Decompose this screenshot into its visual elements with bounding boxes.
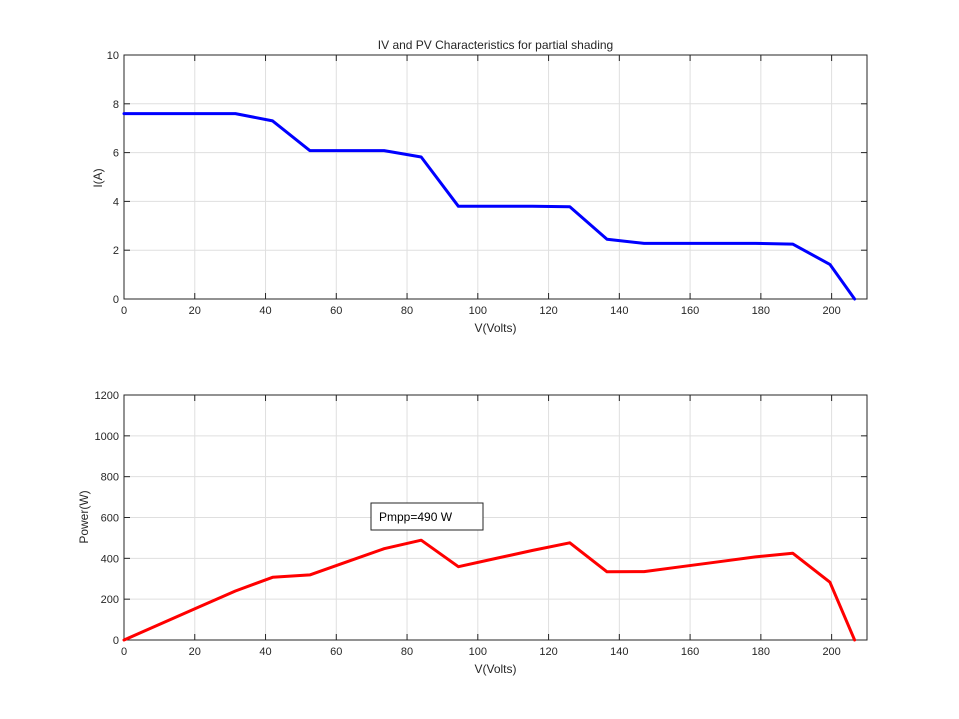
pv-y-axis-label: Power(W) [77, 490, 91, 543]
iv-series-line [122, 112, 857, 301]
pv-x-tick-label: 20 [189, 646, 201, 658]
pv-x-tick-label: 80 [401, 646, 413, 658]
pv-y-tick-label: 600 [101, 513, 119, 525]
pv-y-tick-label: 1000 [95, 431, 119, 443]
iv-x-tick-label: 80 [401, 305, 413, 317]
pv-y-tick-label: 400 [101, 553, 119, 565]
iv-y-tick-label: 2 [113, 245, 119, 257]
iv-x-axis-label: V(Volts) [474, 321, 516, 335]
pv-y-tick-label: 1200 [95, 390, 119, 402]
iv-x-tick-label: 140 [610, 305, 628, 317]
pmpp-annotation: Pmpp=490 W [370, 502, 484, 531]
pv-x-axis-label: V(Volts) [474, 662, 516, 676]
pv-y-tick-label: 0 [113, 635, 119, 647]
iv-y-tick-label: 8 [113, 99, 119, 111]
pmpp-annotation-box [370, 502, 484, 531]
pv-x-tick-label: 100 [469, 646, 487, 658]
iv-axes: 0 20 40 60 80 100 120 140 160 180 200 0 2 4 6 8 10 IV an… [91, 38, 868, 335]
iv-y-tick-label: 0 [113, 294, 119, 306]
pv-series-line [122, 538, 857, 642]
iv-x-tick-label: 180 [752, 305, 770, 317]
pv-plot-layer: 0 20 40 60 80 100 120 140 160 180 200 0 200 400 600 800… [95, 390, 868, 658]
iv-x-tick-label: 120 [539, 305, 557, 317]
pv-axes: 0 20 40 60 80 100 120 140 160 180 200 0 200 400 600 800… [77, 390, 868, 676]
pmpp-annotation-label: Pmpp=490 W [379, 510, 453, 524]
pv-x-tick-label: 180 [752, 646, 770, 658]
iv-x-tick-label: 200 [822, 305, 840, 317]
iv-x-tick-label: 40 [259, 305, 271, 317]
iv-y-tick-label: 4 [113, 196, 119, 208]
pv-x-tick-label: 60 [330, 646, 342, 658]
iv-chart-title: IV and PV Characteristics for partial sh… [378, 38, 613, 52]
iv-y-tick-label: 10 [107, 50, 119, 62]
iv-x-tick-label: 20 [189, 305, 201, 317]
iv-y-tick-label: 6 [113, 148, 119, 160]
pv-y-tick-label: 200 [101, 594, 119, 606]
pv-x-tick-label: 200 [822, 646, 840, 658]
iv-x-tick-label: 160 [681, 305, 699, 317]
pv-x-tick-label: 120 [539, 646, 557, 658]
iv-y-axis-label: I(A) [91, 168, 105, 187]
pv-x-tick-label: 160 [681, 646, 699, 658]
iv-x-tick-label: 0 [121, 305, 127, 317]
iv-plot-area [124, 55, 867, 299]
pv-x-tick-label: 40 [259, 646, 271, 658]
iv-plot-layer: 0 20 40 60 80 100 120 140 160 180 200 0 2 4 6 8 10 [107, 50, 868, 317]
pv-y-tick-label: 800 [101, 472, 119, 484]
iv-axes-box [123, 54, 868, 300]
pv-x-tick-label: 0 [121, 646, 127, 658]
iv-x-tick-label: 100 [469, 305, 487, 317]
pv-x-tick-label: 140 [610, 646, 628, 658]
iv-x-tick-label: 60 [330, 305, 342, 317]
